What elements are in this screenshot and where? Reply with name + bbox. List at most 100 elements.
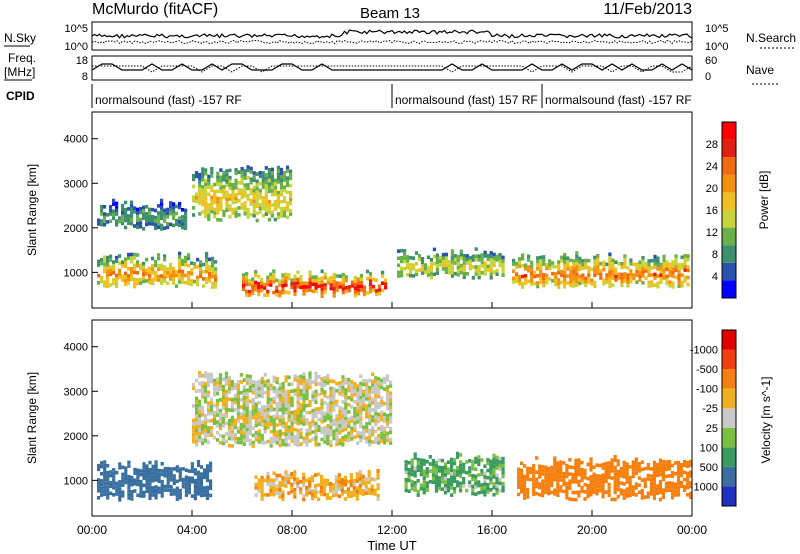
data-cell [329,379,333,383]
data-cell [260,433,264,438]
data-cell [362,400,366,404]
data-cell [311,394,315,399]
data-cell [281,284,285,288]
data-cell [344,413,348,417]
data-cell [356,434,360,438]
data-cell [404,467,408,471]
data-cell [498,467,502,471]
data-cell [103,219,107,223]
data-cell [616,462,620,467]
data-cell [362,289,366,293]
x-tick-label: 08:00 [277,523,307,537]
data-cell [337,473,341,477]
data-cell [290,400,294,404]
colorbar-tick-label: 25 [706,423,718,435]
data-cell [198,172,202,177]
data-cell [498,478,502,482]
data-cell [285,201,290,205]
data-cell [565,496,569,500]
data-cell [631,474,635,479]
data-cell [350,280,354,285]
data-cell [219,175,223,180]
data-cell [118,261,122,265]
data-cell [667,474,672,478]
data-cell [240,202,244,207]
data-cell [275,473,279,478]
data-cell [535,491,539,496]
data-cell [263,419,267,423]
data-cell [400,270,404,274]
data-cell [656,263,660,268]
data-cell [166,481,170,485]
data-cell [343,479,347,483]
data-cell [207,185,211,189]
data-cell [314,382,318,387]
data-cell [347,385,351,389]
data-cell [201,178,205,182]
data-cell [296,439,300,444]
data-cell [172,202,176,206]
data-cell [432,247,436,252]
data-cell [209,461,213,466]
data-cell [204,196,208,201]
data-cell [589,457,593,461]
data-cell [343,497,347,501]
data-cell [190,469,194,473]
data-cell [133,489,137,493]
data-cell [524,263,528,267]
data-cell [650,283,654,288]
data-cell [365,429,369,433]
data-cell [281,403,285,407]
data-cell [557,285,561,289]
data-cell [676,482,681,486]
data-cell [266,414,270,419]
data-cell [610,497,614,502]
data-cell [431,466,435,470]
data-cell [195,417,199,422]
data-cell [285,176,290,180]
data-cell [215,384,220,389]
data-cell [207,210,211,214]
data-cell [269,429,273,434]
data-cell [163,474,167,478]
data-cell [270,214,274,218]
data-cell [284,276,288,280]
data-cell [187,281,191,286]
data-cell [206,429,211,434]
data-cell [350,383,354,388]
data-cell [302,292,306,296]
data-cell [287,276,291,281]
data-cell [338,281,342,286]
data-cell [254,409,258,414]
data-cell [311,423,315,427]
data-cell [365,386,369,390]
data-cell [320,380,324,385]
data-cell [437,469,441,473]
data-cell [296,429,300,433]
data-cell [664,488,668,493]
data-cell [276,176,280,181]
data-cell [662,258,666,262]
data-cell [272,414,276,419]
data-cell [680,284,684,288]
data-cell [483,261,487,265]
data-cell [302,386,306,391]
data-cell [560,269,564,274]
data-cell [408,266,413,271]
data-cell [446,485,451,489]
data-cell [495,491,499,495]
data-cell [350,437,354,441]
data-cell [553,492,557,496]
data-cell [641,259,645,264]
data-cell [359,277,363,282]
data-cell [293,413,297,418]
data-cell [560,255,564,260]
data-cell [655,491,659,495]
data-cell [635,262,639,267]
data-cell [450,461,454,465]
data-cell [211,274,215,279]
data-cell [344,402,348,406]
data-cell [374,440,378,444]
data-cell [371,277,376,282]
data-cell [305,439,309,443]
